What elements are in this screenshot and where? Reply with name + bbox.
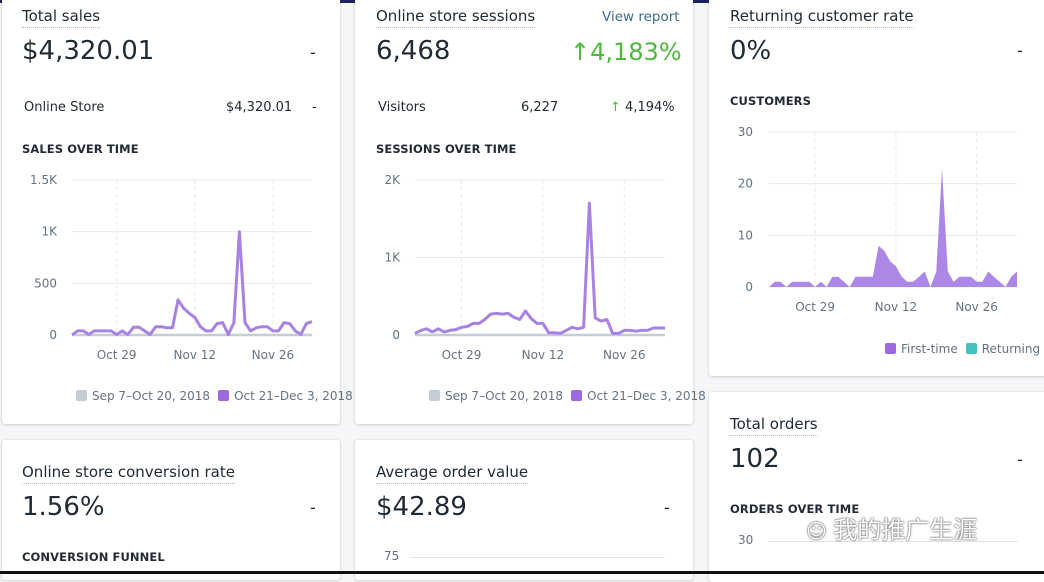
total-sales-card bbox=[2, 0, 340, 424]
returning-value: 0% bbox=[730, 36, 772, 66]
returning-title[interactable]: Returning customer rate bbox=[730, 7, 914, 28]
aov-title[interactable]: Average order value bbox=[376, 463, 529, 484]
orders-axis-tick: 30 bbox=[738, 533, 754, 547]
x-tick-label: Nov 12 bbox=[174, 348, 217, 362]
customers-label: CUSTOMERS bbox=[730, 94, 812, 108]
conversion-title[interactable]: Online store conversion rate bbox=[22, 463, 235, 484]
aov-value: $42.89 bbox=[376, 492, 467, 522]
online-store-change: - bbox=[312, 100, 317, 115]
visitors-value: 6,227 bbox=[521, 100, 559, 115]
series-line-1 bbox=[414, 201, 665, 335]
wechat-icon: ☺ bbox=[806, 519, 834, 543]
y-tick-label: 1.5K bbox=[30, 173, 58, 187]
sessions-change: ↑4,183% bbox=[570, 38, 682, 66]
returning-customer-card bbox=[709, 0, 1044, 376]
legend-returning[interactable]: Returning bbox=[965, 342, 1040, 356]
y-tick-label: 1K bbox=[41, 225, 58, 239]
x-tick-label: Nov 26 bbox=[252, 348, 295, 362]
bottom-bar bbox=[0, 571, 1044, 574]
total-sales-value: $4,320.01 bbox=[22, 36, 155, 66]
y-tick-label: 20 bbox=[738, 177, 753, 191]
total-orders-card bbox=[709, 392, 1044, 582]
aov-axis-tick: 75 bbox=[384, 549, 400, 563]
x-tick-label: Nov 26 bbox=[955, 300, 998, 314]
y-tick-label: 1K bbox=[384, 251, 401, 265]
arrow-up-icon: ↑ bbox=[610, 100, 621, 115]
conversion-card bbox=[2, 440, 340, 580]
view-report-link[interactable]: View report bbox=[602, 9, 680, 25]
y-tick-label: 0 bbox=[392, 328, 400, 342]
y-tick-label: 2K bbox=[384, 173, 401, 187]
aov-gridline bbox=[410, 557, 665, 558]
x-tick-label: Oct 29 bbox=[795, 300, 835, 314]
orders-value: 102 bbox=[730, 444, 780, 474]
sales-legend: Sep 7–Oct 20, 2018 Oct 21–Dec 3, 2018 bbox=[76, 389, 353, 403]
customers-legend: First-time Returning bbox=[885, 342, 1040, 356]
aov-change: - bbox=[664, 498, 670, 517]
x-tick-label: Nov 26 bbox=[603, 348, 646, 362]
visitors-change: ↑ 4,194% bbox=[610, 100, 675, 115]
orders-gridline bbox=[768, 541, 1018, 542]
watermark: ☺ 我的推广生涯 bbox=[806, 516, 978, 544]
sessions-chart: 0 1K 2K Oct 29 Nov 12 Nov 26 bbox=[384, 173, 665, 362]
y-tick-label: 30 bbox=[738, 125, 753, 139]
visitors-label: Visitors bbox=[378, 100, 426, 115]
orders-over-time-label: ORDERS OVER TIME bbox=[730, 502, 860, 516]
series-line-1 bbox=[71, 230, 313, 337]
sessions-legend: Sep 7–Oct 20, 2018 Oct 21–Dec 3, 2018 bbox=[429, 389, 706, 403]
orders-title[interactable]: Total orders bbox=[730, 415, 818, 436]
sessions-value: 6,468 bbox=[376, 36, 451, 66]
y-tick-label: 0 bbox=[49, 328, 57, 342]
returning-change: - bbox=[1017, 41, 1023, 60]
legend-previous[interactable]: Sep 7–Oct 20, 2018 bbox=[76, 389, 210, 403]
conversion-value: 1.56% bbox=[22, 492, 105, 522]
y-tick-label: 10 bbox=[738, 228, 753, 242]
arrow-up-icon: ↑ bbox=[570, 38, 591, 66]
legend-current[interactable]: Oct 21–Dec 3, 2018 bbox=[218, 389, 353, 403]
legend-previous[interactable]: Sep 7–Oct 20, 2018 bbox=[429, 389, 563, 403]
legend-current[interactable]: Oct 21–Dec 3, 2018 bbox=[571, 389, 706, 403]
sales-over-time-label: SALES OVER TIME bbox=[22, 142, 139, 156]
sessions-over-time-label: SESSIONS OVER TIME bbox=[376, 142, 517, 156]
conversion-change: - bbox=[310, 498, 316, 517]
online-store-label: Online Store bbox=[24, 100, 105, 115]
total-sales-change: - bbox=[310, 43, 316, 62]
x-tick-label: Nov 12 bbox=[875, 300, 918, 314]
orders-change: - bbox=[1017, 450, 1023, 469]
sales-chart: 0 500 1K 1.5K Oct 29 Nov 12 Nov 26 bbox=[30, 173, 313, 362]
x-tick-label: Oct 29 bbox=[97, 348, 137, 362]
x-tick-label: Nov 12 bbox=[522, 348, 565, 362]
x-tick-label: Oct 29 bbox=[442, 348, 482, 362]
customers-chart: 0 10 20 30 Oct 29 Nov 12 Nov 26 bbox=[738, 125, 1017, 314]
y-tick-label: 0 bbox=[745, 280, 753, 294]
conversion-funnel-label: CONVERSION FUNNEL bbox=[22, 550, 165, 564]
total-sales-title[interactable]: Total sales bbox=[22, 7, 101, 28]
sessions-title[interactable]: Online store sessions bbox=[376, 7, 536, 28]
legend-first-time[interactable]: First-time bbox=[885, 342, 958, 356]
sessions-card bbox=[355, 0, 693, 424]
y-tick-label: 500 bbox=[34, 276, 57, 290]
online-store-value: $4,320.01 bbox=[226, 100, 293, 115]
average-order-value-card bbox=[355, 440, 693, 580]
